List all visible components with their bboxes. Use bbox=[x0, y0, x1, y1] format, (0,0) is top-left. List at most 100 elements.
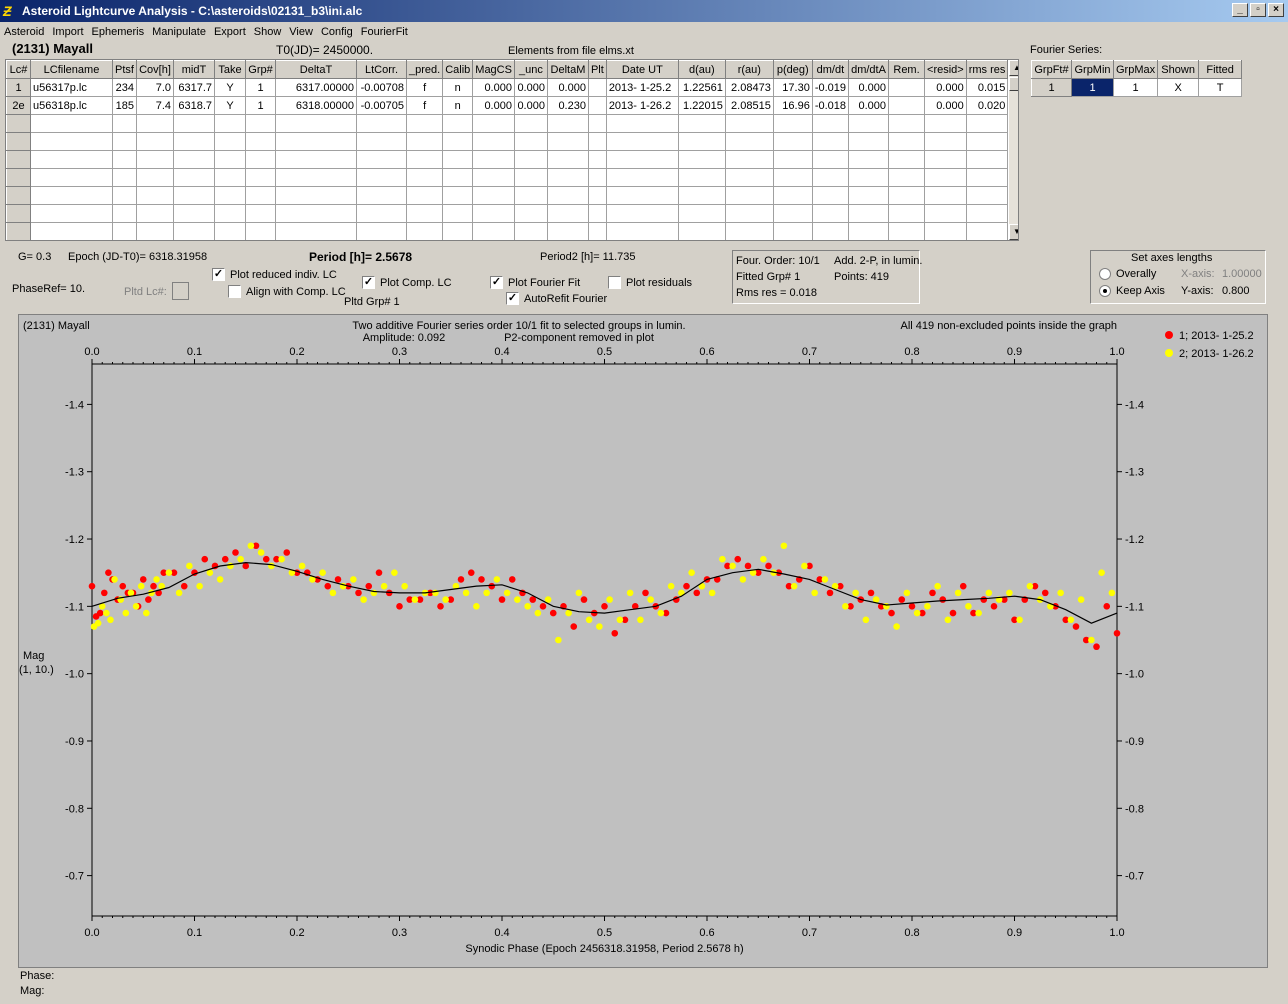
column-header[interactable]: rms res bbox=[965, 60, 1009, 79]
table-cell[interactable] bbox=[605, 132, 679, 151]
table-cell[interactable] bbox=[173, 168, 215, 187]
column-header[interactable]: dm/dtA bbox=[848, 60, 890, 79]
table-cell[interactable] bbox=[472, 222, 515, 240]
table-cell[interactable] bbox=[442, 186, 474, 205]
table-cell[interactable] bbox=[275, 168, 357, 187]
table-cell[interactable]: 185 bbox=[112, 96, 137, 115]
table-cell[interactable] bbox=[677, 204, 726, 223]
table-cell[interactable]: 6318.00000 bbox=[275, 96, 357, 115]
table-cell[interactable]: 0.000 bbox=[513, 96, 548, 115]
table-cell[interactable] bbox=[811, 114, 850, 133]
table-cell[interactable] bbox=[405, 132, 444, 151]
table-cell[interactable] bbox=[587, 132, 607, 151]
fourier-column-header[interactable]: GrpFt# bbox=[1031, 60, 1072, 79]
menu-asteroid[interactable]: Asteroid bbox=[4, 26, 45, 38]
table-cell[interactable] bbox=[173, 132, 215, 151]
table-cell[interactable] bbox=[677, 114, 726, 133]
table-cell[interactable] bbox=[772, 150, 813, 169]
table-cell[interactable] bbox=[772, 204, 813, 223]
table-cell[interactable] bbox=[30, 150, 113, 169]
table-cell[interactable] bbox=[724, 186, 774, 205]
table-cell[interactable] bbox=[275, 222, 357, 240]
table-cell[interactable]: 0.000 bbox=[924, 96, 967, 115]
table-cell[interactable] bbox=[546, 186, 589, 205]
table-cell[interactable] bbox=[724, 114, 774, 133]
table-cell[interactable] bbox=[214, 114, 246, 133]
table-cell[interactable]: -0.00705 bbox=[356, 96, 407, 115]
table-row[interactable] bbox=[6, 150, 1009, 169]
table-cell[interactable]: 6317.7 bbox=[173, 78, 215, 97]
column-header[interactable]: Cov[h] bbox=[136, 60, 174, 79]
column-header[interactable]: dm/dt bbox=[811, 60, 850, 79]
table-cell[interactable] bbox=[173, 150, 215, 169]
column-header[interactable]: Plt bbox=[587, 60, 607, 79]
table-cell[interactable]: 2013- 1-25.2 bbox=[605, 78, 679, 97]
table-cell[interactable] bbox=[214, 204, 246, 223]
column-header[interactable]: MagCS bbox=[472, 60, 515, 79]
table-cell[interactable] bbox=[888, 222, 926, 240]
table-cell[interactable]: 1.22015 bbox=[677, 96, 726, 115]
menu-manipulate[interactable]: Manipulate bbox=[152, 26, 206, 38]
table-cell[interactable] bbox=[848, 132, 890, 151]
table-cell[interactable] bbox=[442, 150, 474, 169]
table-cell[interactable]: 17.30 bbox=[772, 78, 813, 97]
fourier-column-header[interactable]: GrpMax bbox=[1112, 60, 1159, 79]
plot-reduced-checkbox[interactable]: ✓ Plot reduced indiv. LC bbox=[212, 268, 337, 281]
row-header[interactable] bbox=[6, 114, 31, 133]
row-header[interactable] bbox=[6, 168, 31, 187]
table-cell[interactable] bbox=[677, 150, 726, 169]
table-cell[interactable] bbox=[30, 114, 113, 133]
table-cell[interactable] bbox=[546, 114, 589, 133]
table-cell[interactable] bbox=[356, 132, 407, 151]
table-row[interactable] bbox=[6, 186, 1009, 205]
column-header[interactable]: Lc# bbox=[6, 60, 31, 79]
table-row[interactable]: 1 u56317p.lc 234 7.0 6317.7 Y 1 6317.00000 -0.00… bbox=[6, 78, 1009, 97]
row-header[interactable] bbox=[6, 132, 31, 151]
column-header[interactable]: Date UT bbox=[605, 60, 679, 79]
table-cell[interactable] bbox=[965, 186, 1009, 205]
table-cell[interactable]: u56317p.lc bbox=[30, 78, 113, 97]
table-cell[interactable] bbox=[245, 114, 276, 133]
row-header[interactable]: 2e bbox=[6, 96, 31, 115]
table-cell[interactable] bbox=[811, 150, 850, 169]
table-cell[interactable] bbox=[965, 168, 1009, 187]
column-header[interactable]: Grp# bbox=[245, 60, 276, 79]
table-cell[interactable] bbox=[112, 114, 137, 133]
table-cell[interactable] bbox=[772, 132, 813, 151]
table-cell[interactable] bbox=[356, 222, 407, 240]
minimize-button[interactable]: _ bbox=[1232, 3, 1248, 17]
table-cell[interactable] bbox=[605, 168, 679, 187]
table-cell[interactable] bbox=[587, 150, 607, 169]
table-cell[interactable]: Y bbox=[214, 78, 246, 97]
table-cell[interactable] bbox=[442, 204, 474, 223]
table-cell[interactable] bbox=[405, 114, 444, 133]
table-cell[interactable] bbox=[405, 150, 444, 169]
table-cell[interactable]: 0.000 bbox=[546, 78, 589, 97]
table-cell[interactable] bbox=[245, 222, 276, 240]
fourier-column-header[interactable]: GrpMin bbox=[1071, 60, 1114, 79]
table-row[interactable] bbox=[6, 168, 1009, 187]
table-cell[interactable] bbox=[848, 168, 890, 187]
column-header[interactable]: d(au) bbox=[677, 60, 726, 79]
table-cell[interactable]: 7.0 bbox=[136, 78, 174, 97]
table-cell[interactable] bbox=[587, 186, 607, 205]
table-cell[interactable] bbox=[724, 222, 774, 240]
table-cell[interactable] bbox=[275, 186, 357, 205]
column-header[interactable]: DeltaT bbox=[275, 60, 357, 79]
table-cell[interactable] bbox=[587, 204, 607, 223]
table-cell[interactable] bbox=[888, 114, 926, 133]
table-cell[interactable]: 0.000 bbox=[472, 96, 515, 115]
table-cell[interactable] bbox=[136, 204, 174, 223]
table-cell[interactable] bbox=[605, 150, 679, 169]
table-scrollbar[interactable]: ▲ ▼ bbox=[1008, 60, 1018, 240]
fourier-cell[interactable]: 1 bbox=[1112, 78, 1159, 97]
table-cell[interactable] bbox=[724, 168, 774, 187]
plot-fourier-checkbox[interactable]: ✓ Plot Fourier Fit bbox=[490, 276, 580, 289]
table-cell[interactable] bbox=[275, 150, 357, 169]
table-cell[interactable] bbox=[472, 132, 515, 151]
table-cell[interactable] bbox=[112, 168, 137, 187]
table-cell[interactable] bbox=[888, 168, 926, 187]
table-cell[interactable]: 0.000 bbox=[472, 78, 515, 97]
table-cell[interactable] bbox=[513, 132, 548, 151]
column-header[interactable]: _unc bbox=[513, 60, 548, 79]
